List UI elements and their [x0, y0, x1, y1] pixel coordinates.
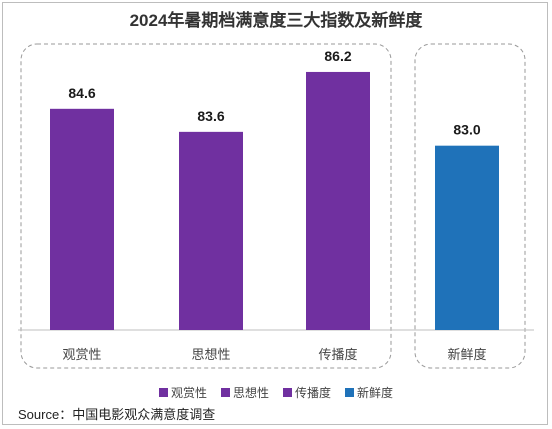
legend-item-2: 思想性	[220, 384, 269, 401]
group-box-freshness	[414, 43, 526, 369]
legend-swatch	[158, 388, 168, 397]
data-label-2: 83.6	[197, 108, 224, 124]
legend-label: 新鲜度	[357, 386, 394, 400]
bar-4	[435, 145, 499, 330]
legend-label: 传播度	[295, 386, 332, 400]
group-box-indices	[20, 43, 392, 369]
bar-2	[179, 131, 243, 330]
data-label-3: 86.2	[324, 48, 351, 64]
source-note: Source：中国电影观众满意度调查	[18, 407, 216, 422]
bar-3	[306, 71, 370, 331]
category-label-3: 传播度	[318, 347, 357, 363]
chart-legend: 观赏性 思想性 传播度 新鲜度	[0, 384, 552, 401]
category-label-1: 观赏性	[62, 348, 101, 363]
legend-swatch	[345, 388, 355, 397]
category-label-2: 思想性	[191, 347, 230, 363]
legend-swatch	[220, 388, 230, 397]
legend-swatch	[283, 388, 292, 397]
legend-label: 观赏性	[170, 386, 207, 400]
legend-item-1: 观赏性	[158, 384, 207, 401]
category-label-4: 新鲜度	[447, 347, 486, 363]
legend-item-3: 传播度	[283, 384, 331, 401]
legend-label: 思想性	[232, 386, 269, 400]
data-label-4: 83.0	[453, 122, 480, 138]
data-label-1: 84.6	[68, 85, 95, 101]
chart-title: 2024年暑期档满意度三大指数及新鲜度	[129, 11, 423, 30]
bar-1	[50, 108, 114, 330]
legend-item-4: 新鲜度	[345, 384, 393, 401]
